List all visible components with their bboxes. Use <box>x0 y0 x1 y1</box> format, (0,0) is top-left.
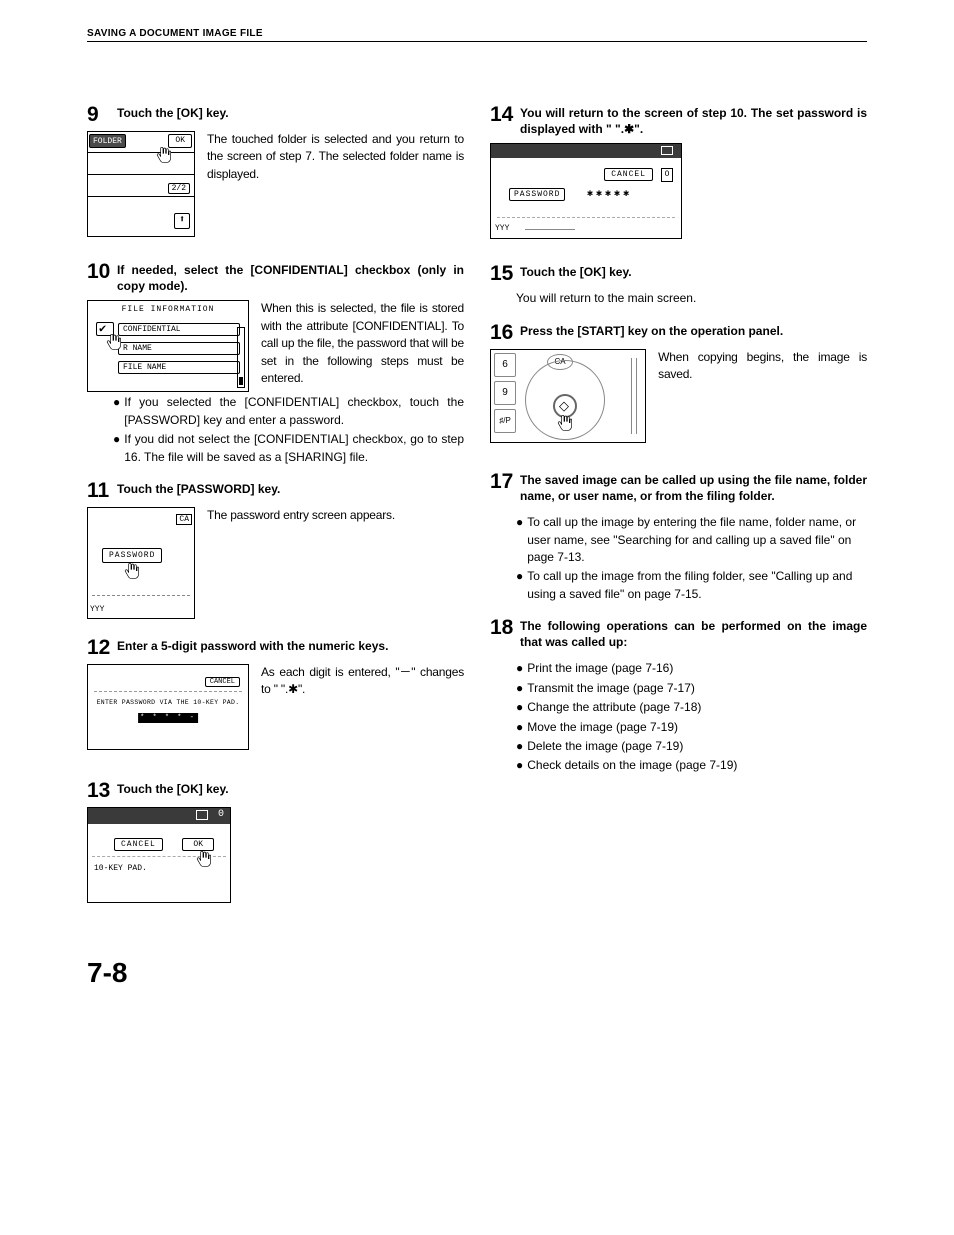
d12-cancel: CANCEL <box>205 677 240 687</box>
diagram-13: 0 CANCEL OK 10-KEY PAD. <box>87 807 231 903</box>
d14-yyy: YYY <box>495 224 509 233</box>
bullet-icon: ● <box>516 699 523 716</box>
bullet-icon: ● <box>516 738 523 755</box>
bullet-icon: ● <box>516 680 523 697</box>
d10-user: R NAME <box>118 342 240 355</box>
step-16-desc: When copying begins, the image is saved. <box>658 349 867 384</box>
d9-page: 2/2 <box>168 183 190 194</box>
step-18-num: 18 <box>490 617 516 638</box>
bullet-icon: ● <box>113 394 120 429</box>
bullet-icon: ● <box>516 719 523 736</box>
d14-cancel: CANCEL <box>604 168 653 181</box>
step-18-b6: Check details on the image (page 7-19) <box>527 757 737 774</box>
step-11: 11 Touch the [PASSWORD] key. CA PASSWORD… <box>87 480 464 619</box>
d10-title: FILE INFORMATION <box>88 301 248 320</box>
step-10-b2: If you did not select the [CONFIDENTIAL]… <box>124 431 464 466</box>
step-15: 15 Touch the [OK] key. You will return t… <box>490 263 867 307</box>
page-header: SAVING A DOCUMENT IMAGE FILE <box>87 28 867 42</box>
d13-txt: 10-KEY PAD. <box>94 864 147 873</box>
step-9-title: Touch the [OK] key. <box>117 104 464 121</box>
step-12-title: Enter a 5-digit password with the numeri… <box>117 637 464 654</box>
d13-cancel: CANCEL <box>114 838 163 851</box>
step-10: 10 If needed, select the [CONFIDENTIAL] … <box>87 261 464 466</box>
d10-conf: CONFIDENTIAL <box>118 323 240 336</box>
step-17-b1: To call up the image by entering the fil… <box>527 514 867 566</box>
bullet-icon: ● <box>516 660 523 677</box>
d9-folder: FOLDER <box>89 134 126 148</box>
d13-zero: 0 <box>218 809 224 820</box>
bullet-icon: ● <box>516 514 523 566</box>
diagram-16: 6 9 ♯/P CA <box>490 349 646 443</box>
step-13-num: 13 <box>87 780 113 801</box>
step-18-b4: Move the image (page 7-19) <box>527 719 678 736</box>
d16-k1: 6 <box>494 353 516 377</box>
step-10-title: If needed, select the [CONFIDENTIAL] che… <box>117 261 464 294</box>
step-15-body: You will return to the main screen. <box>516 290 867 307</box>
step-12: 12 Enter a 5-digit password with the num… <box>87 637 464 750</box>
d11-pw: PASSWORD <box>102 548 162 563</box>
d16-k3: ♯/P <box>494 409 516 433</box>
page-number: 7-8 <box>87 957 867 989</box>
step-9: 9 Touch the [OK] key. FOLDER OK 2/2 ⬆ <box>87 104 464 237</box>
step-12-desc: As each digit is entered, "－" changes to… <box>261 664 464 699</box>
bullet-icon: ● <box>516 757 523 774</box>
step-16-title: Press the [START] key on the operation p… <box>520 322 867 339</box>
bullet-icon: ● <box>113 431 120 466</box>
d14-o: O <box>661 168 673 182</box>
diagram-9: FOLDER OK 2/2 ⬆ <box>87 131 195 237</box>
step-10-desc: When this is selected, the file is store… <box>261 300 464 387</box>
step-17: 17 The saved image can be called up usin… <box>490 471 867 603</box>
step-9-desc: The touched folder is selected and you r… <box>207 131 464 183</box>
bullet-icon: ● <box>516 568 523 603</box>
d9-arrow: ⬆ <box>174 213 190 229</box>
step-10-b1: If you selected the [CONFIDENTIAL] check… <box>124 394 464 429</box>
step-9-num: 9 <box>87 104 113 125</box>
step-10-num: 10 <box>87 261 113 282</box>
d10-file: FILE NAME <box>118 361 240 374</box>
step-11-num: 11 <box>87 480 113 501</box>
d14-pw: PASSWORD <box>509 188 565 201</box>
diagram-12: CANCEL ENTER PASSWORD VIA THE 10-KEY PAD… <box>87 664 249 750</box>
step-16: 16 Press the [START] key on the operatio… <box>490 322 867 443</box>
step-18-b1: Print the image (page 7-16) <box>527 660 673 677</box>
step-15-num: 15 <box>490 263 516 284</box>
step-14-title: You will return to the screen of step 10… <box>520 104 867 137</box>
step-14-num: 14 <box>490 104 516 125</box>
step-18-title: The following operations can be performe… <box>520 617 867 650</box>
right-column: 14 You will return to the screen of step… <box>490 104 867 917</box>
step-14: 14 You will return to the screen of step… <box>490 104 867 239</box>
step-18: 18 The following operations can be perfo… <box>490 617 867 775</box>
step-15-title: Touch the [OK] key. <box>520 263 867 280</box>
diagram-11: CA PASSWORD YYY <box>87 507 195 619</box>
step-13-title: Touch the [OK] key. <box>117 780 464 797</box>
d10-scroll <box>237 327 245 388</box>
d11-yyy: YYY <box>90 605 104 614</box>
d16-k2: 9 <box>494 381 516 405</box>
d12-msg: ENTER PASSWORD VIA THE 10-KEY PAD. <box>88 699 248 706</box>
diagram-14: CANCEL O PASSWORD ✱✱✱✱✱ YYY <box>490 143 682 239</box>
left-column: 9 Touch the [OK] key. FOLDER OK 2/2 ⬆ <box>87 104 464 917</box>
diagram-10: FILE INFORMATION CONFIDENTIAL R NAME FIL… <box>87 300 249 392</box>
step-11-desc: The password entry screen appears. <box>207 507 395 524</box>
d14-stars: ✱✱✱✱✱ <box>587 188 632 200</box>
step-17-num: 17 <box>490 471 516 492</box>
step-11-title: Touch the [PASSWORD] key. <box>117 480 464 497</box>
step-18-b2: Transmit the image (page 7-17) <box>527 680 695 697</box>
step-17-title: The saved image can be called up using t… <box>520 471 867 504</box>
step-18-b3: Change the attribute (page 7-18) <box>527 699 701 716</box>
step-12-num: 12 <box>87 637 113 658</box>
step-18-b5: Delete the image (page 7-19) <box>527 738 683 755</box>
d12-dots: * * * * - <box>138 713 198 723</box>
step-17-b2: To call up the image from the filing fol… <box>527 568 867 603</box>
d11-ca: CA <box>176 514 192 525</box>
step-13: 13 Touch the [OK] key. 0 CANCEL OK 10-KE… <box>87 780 464 903</box>
step-16-num: 16 <box>490 322 516 343</box>
